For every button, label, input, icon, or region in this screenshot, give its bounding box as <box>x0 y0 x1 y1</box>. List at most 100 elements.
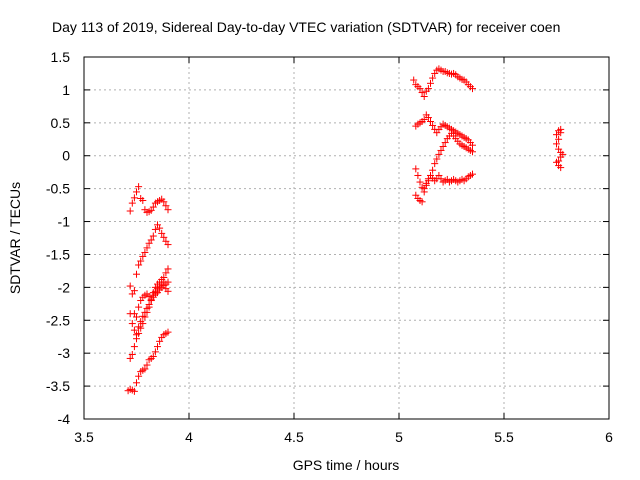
x-tick-label: 3.5 <box>74 429 94 445</box>
data-point <box>162 269 170 277</box>
y-tick-label: 1.5 <box>51 49 71 65</box>
x-tick-label: 4 <box>185 429 193 445</box>
data-point <box>557 153 565 161</box>
data-point <box>130 343 138 351</box>
y-tick-label: -2.5 <box>46 312 70 328</box>
data-point <box>160 278 168 286</box>
data-point <box>135 329 143 337</box>
data-point <box>164 241 172 249</box>
data-point <box>154 343 161 351</box>
data-point <box>139 320 147 328</box>
data-point <box>126 282 134 290</box>
x-tick-label: 5 <box>395 429 403 445</box>
data-point <box>141 248 149 256</box>
data-point <box>130 326 138 334</box>
data-point <box>151 348 159 356</box>
data-point <box>418 198 426 206</box>
data-point <box>149 232 157 240</box>
data-point <box>156 224 164 232</box>
data-point <box>133 270 140 278</box>
data-point <box>126 310 134 318</box>
data-point <box>135 261 143 269</box>
data-point <box>420 92 428 100</box>
y-axis-label: SDTVAR / TECUs <box>7 182 23 294</box>
data-point <box>469 141 476 149</box>
x-axis-label: GPS time / hours <box>293 457 400 473</box>
y-tick-label: -0.5 <box>46 181 70 197</box>
data-point <box>128 350 136 358</box>
data-point <box>412 165 420 173</box>
y-tick-label: -1 <box>58 214 71 230</box>
y-tick-label: 0 <box>62 148 70 164</box>
data-point <box>418 89 426 97</box>
data-point <box>429 121 437 129</box>
data-point <box>420 188 428 196</box>
data-point <box>145 303 153 311</box>
data-point <box>126 354 134 362</box>
y-tick-label: -1.5 <box>46 246 70 262</box>
data-point <box>469 85 476 93</box>
data-point <box>553 140 560 148</box>
y-tick-label: 0.5 <box>51 115 71 131</box>
data-point <box>160 233 168 241</box>
data-point <box>151 225 159 233</box>
data-point <box>557 129 565 137</box>
data-point <box>133 188 140 196</box>
data-point <box>555 135 563 143</box>
data-point <box>133 313 140 321</box>
data-point <box>141 365 149 373</box>
data-point <box>128 199 136 207</box>
y-tick-label: -4 <box>58 411 71 427</box>
data-point <box>128 320 136 328</box>
data-point <box>143 244 151 252</box>
data-point <box>137 257 145 265</box>
data-point <box>143 308 151 316</box>
data-point <box>135 183 143 191</box>
data-point <box>441 139 449 147</box>
data-point <box>128 290 136 298</box>
data-point <box>158 229 166 237</box>
x-tick-label: 6 <box>605 429 613 445</box>
data-point <box>437 146 445 154</box>
data-points <box>124 65 567 395</box>
x-tick-label: 5.5 <box>494 429 514 445</box>
data-point <box>156 337 164 345</box>
data-point <box>149 203 157 211</box>
data-point <box>431 160 439 168</box>
data-point <box>435 150 443 158</box>
data-point <box>149 352 157 360</box>
data-point <box>137 324 145 332</box>
data-point <box>164 328 172 336</box>
data-point <box>414 171 422 179</box>
data-point <box>160 198 168 206</box>
data-point <box>133 335 140 343</box>
data-point <box>429 166 437 174</box>
y-tick-label: -3.5 <box>46 378 70 394</box>
data-point <box>427 79 434 87</box>
data-point <box>141 313 149 321</box>
data-point <box>420 116 428 124</box>
data-point <box>433 155 441 163</box>
data-point <box>164 206 172 214</box>
data-point <box>424 85 432 93</box>
data-point <box>126 207 134 215</box>
data-point <box>422 179 430 187</box>
data-point <box>424 114 432 122</box>
data-point <box>135 303 143 311</box>
y-tick-label: -3 <box>58 345 71 361</box>
y-tick-label: -2 <box>58 279 71 295</box>
x-tick-label: 4.5 <box>284 429 304 445</box>
data-point <box>147 297 155 305</box>
data-point <box>130 387 138 395</box>
grid-lines <box>83 56 610 420</box>
data-point <box>410 76 418 84</box>
data-point <box>553 131 560 139</box>
data-point <box>139 196 147 204</box>
data-point <box>416 178 424 186</box>
data-point <box>164 287 172 295</box>
data-point <box>130 194 138 202</box>
y-tick-labels: -4 -3.5 -3 -2.5 -2 -1.5 -1 -0.5 0 0.5 1 1.5 <box>46 49 70 427</box>
data-point <box>429 74 437 82</box>
